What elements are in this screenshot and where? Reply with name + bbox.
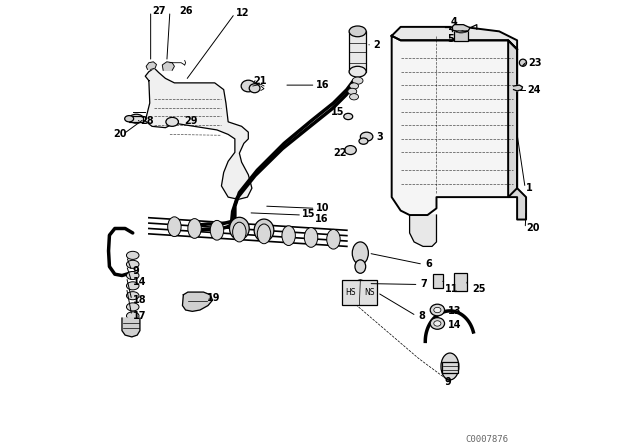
Text: 27: 27 (152, 6, 166, 16)
Text: 22: 22 (333, 148, 347, 158)
Ellipse shape (430, 318, 445, 329)
Ellipse shape (241, 80, 255, 92)
Text: 20: 20 (526, 224, 540, 233)
Ellipse shape (127, 260, 139, 268)
Ellipse shape (359, 138, 368, 144)
Ellipse shape (211, 220, 224, 240)
Text: 29: 29 (184, 116, 197, 126)
Text: 10: 10 (316, 203, 330, 213)
Ellipse shape (520, 59, 527, 66)
Text: 25: 25 (472, 284, 486, 294)
Ellipse shape (233, 222, 246, 242)
Text: 14: 14 (448, 320, 461, 330)
Polygon shape (182, 292, 212, 311)
Ellipse shape (304, 228, 318, 247)
Bar (349, 31, 366, 72)
Bar (454, 30, 468, 41)
Ellipse shape (349, 66, 366, 77)
Text: 16: 16 (315, 214, 328, 224)
Ellipse shape (360, 132, 373, 141)
Text: 16: 16 (316, 80, 330, 90)
Ellipse shape (127, 282, 139, 290)
Polygon shape (122, 318, 140, 337)
Ellipse shape (352, 77, 363, 84)
Bar (442, 362, 458, 373)
Ellipse shape (127, 251, 139, 259)
Polygon shape (450, 25, 470, 32)
Ellipse shape (127, 312, 139, 320)
Text: 9: 9 (132, 266, 140, 276)
Ellipse shape (127, 303, 139, 311)
Bar (129, 116, 143, 122)
Ellipse shape (441, 353, 459, 380)
Ellipse shape (349, 83, 358, 89)
Polygon shape (146, 62, 157, 69)
Ellipse shape (282, 226, 296, 246)
Polygon shape (513, 85, 522, 91)
Ellipse shape (434, 307, 441, 313)
Ellipse shape (326, 229, 340, 249)
Text: 2: 2 (373, 40, 380, 50)
Text: 26: 26 (179, 6, 193, 16)
Text: 4: 4 (451, 17, 458, 26)
Polygon shape (163, 62, 174, 70)
Ellipse shape (344, 113, 353, 120)
Ellipse shape (168, 217, 181, 237)
Text: 13: 13 (448, 306, 461, 316)
Text: 3: 3 (376, 132, 383, 142)
Text: 23: 23 (529, 58, 542, 68)
Bar (342, 280, 378, 305)
Text: 9: 9 (445, 377, 451, 387)
Text: 28: 28 (140, 116, 154, 126)
Ellipse shape (344, 146, 356, 155)
Ellipse shape (257, 224, 271, 244)
Ellipse shape (125, 116, 134, 122)
Ellipse shape (352, 242, 369, 264)
Text: 12: 12 (236, 9, 249, 18)
Ellipse shape (188, 219, 201, 238)
Bar (433, 274, 443, 288)
Text: 8: 8 (419, 311, 426, 321)
Text: 17: 17 (132, 311, 146, 321)
Text: 11: 11 (445, 284, 458, 294)
Text: 18: 18 (132, 295, 147, 305)
Bar (454, 273, 467, 291)
Ellipse shape (249, 84, 260, 93)
Polygon shape (410, 215, 436, 246)
Text: 7: 7 (421, 280, 428, 289)
Text: 1: 1 (526, 183, 533, 193)
Ellipse shape (430, 304, 445, 316)
Text: NS: NS (364, 288, 374, 297)
Ellipse shape (129, 114, 143, 123)
Ellipse shape (348, 88, 356, 95)
Polygon shape (392, 36, 517, 215)
Text: 20: 20 (113, 129, 127, 139)
Text: 5: 5 (447, 34, 454, 44)
Text: 19: 19 (207, 293, 221, 303)
Polygon shape (145, 68, 252, 199)
Polygon shape (392, 27, 517, 49)
Ellipse shape (166, 117, 179, 126)
Text: 14: 14 (132, 277, 146, 287)
Polygon shape (508, 40, 526, 220)
Text: HS: HS (345, 288, 355, 297)
Ellipse shape (230, 217, 249, 240)
Ellipse shape (349, 26, 366, 37)
Ellipse shape (454, 27, 468, 33)
Text: 21: 21 (253, 76, 266, 86)
Ellipse shape (127, 271, 139, 280)
Ellipse shape (356, 280, 365, 287)
Text: C0007876: C0007876 (466, 435, 509, 444)
Ellipse shape (355, 260, 365, 273)
Ellipse shape (254, 219, 274, 241)
Text: 24: 24 (527, 85, 541, 95)
Ellipse shape (434, 321, 441, 326)
Text: 6: 6 (425, 259, 432, 269)
Text: 15: 15 (302, 209, 316, 219)
Text: 15: 15 (331, 107, 345, 117)
Ellipse shape (349, 94, 358, 100)
Ellipse shape (127, 292, 139, 300)
